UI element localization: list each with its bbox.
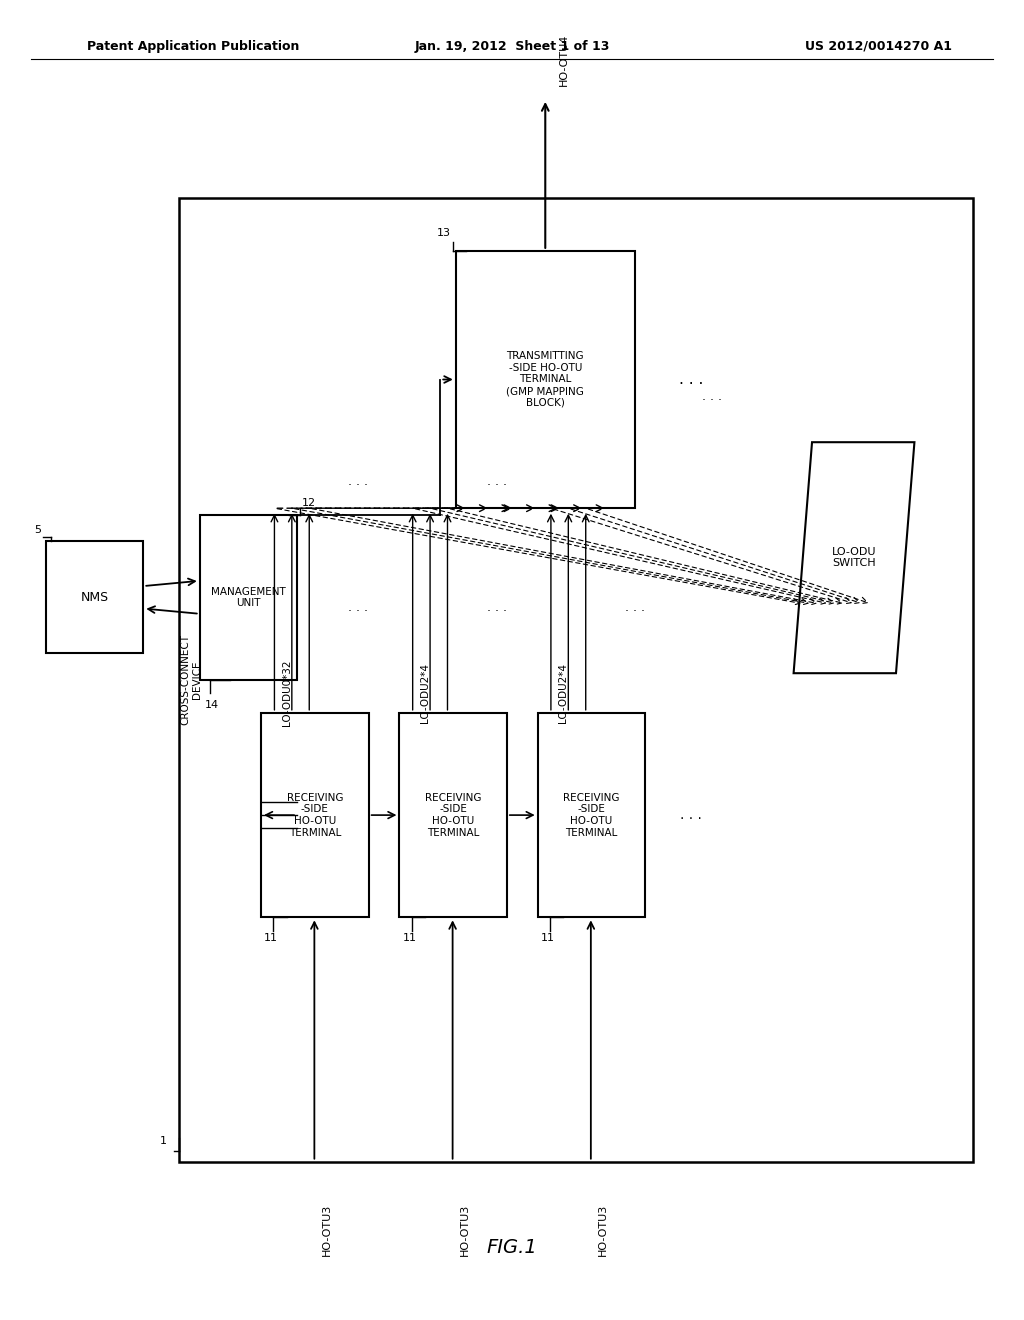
Text: RECEIVING
-SIDE
HO-OTU
TERMINAL: RECEIVING -SIDE HO-OTU TERMINAL [287,793,343,837]
Text: 1: 1 [160,1135,167,1146]
Text: LO-ODU2*4: LO-ODU2*4 [558,663,568,723]
Text: HO-OTU3: HO-OTU3 [322,1204,332,1257]
Bar [538,713,645,917]
Bar [179,198,973,1162]
Text: . . .: . . . [348,601,369,614]
Text: CROSS-CONNECT
DEVICE: CROSS-CONNECT DEVICE [180,635,203,725]
Text: TRANSMITTING
-SIDE HO-OTU
TERMINAL
(GMP MAPPING
BLOCK): TRANSMITTING -SIDE HO-OTU TERMINAL (GMP … [506,351,585,408]
Text: HO-OTU3: HO-OTU3 [460,1204,470,1257]
Bar [456,251,635,508]
Text: RECEIVING
-SIDE
HO-OTU
TERMINAL: RECEIVING -SIDE HO-OTU TERMINAL [425,793,481,837]
Text: . . .: . . . [625,601,645,614]
Text: HO-OTU4: HO-OTU4 [559,33,568,86]
Text: Patent Application Publication: Patent Application Publication [87,40,299,53]
Text: . . .: . . . [486,475,507,488]
Text: 11: 11 [264,933,279,944]
Text: FIG.1: FIG.1 [486,1238,538,1257]
Text: . . .: . . . [486,601,507,614]
Text: RECEIVING
-SIDE
HO-OTU
TERMINAL: RECEIVING -SIDE HO-OTU TERMINAL [563,793,620,837]
Text: 12: 12 [302,498,316,508]
Text: Jan. 19, 2012  Sheet 1 of 13: Jan. 19, 2012 Sheet 1 of 13 [415,40,609,53]
Text: HO-OTU3: HO-OTU3 [598,1204,608,1257]
Text: 11: 11 [541,933,555,944]
Text: 13: 13 [436,227,451,238]
Text: NMS: NMS [81,591,109,603]
Bar [46,541,143,653]
Text: LO-ODU
SWITCH: LO-ODU SWITCH [831,546,877,569]
Polygon shape [794,442,914,673]
Text: . . .: . . . [701,389,722,403]
Text: . . .: . . . [348,475,369,488]
Text: 11: 11 [402,933,417,944]
Text: 14: 14 [205,700,219,710]
Text: LO-ODU2*4: LO-ODU2*4 [420,663,430,723]
Text: . . .: . . . [680,808,702,822]
Bar [200,515,297,680]
Text: MANAGEMENT
UNIT: MANAGEMENT UNIT [211,586,286,609]
Text: US 2012/0014270 A1: US 2012/0014270 A1 [805,40,952,53]
Bar [261,713,369,917]
Text: . . .: . . . [679,372,703,387]
Bar [399,713,507,917]
Text: 5: 5 [34,524,41,535]
Text: LO-ODU0*32: LO-ODU0*32 [282,660,292,726]
